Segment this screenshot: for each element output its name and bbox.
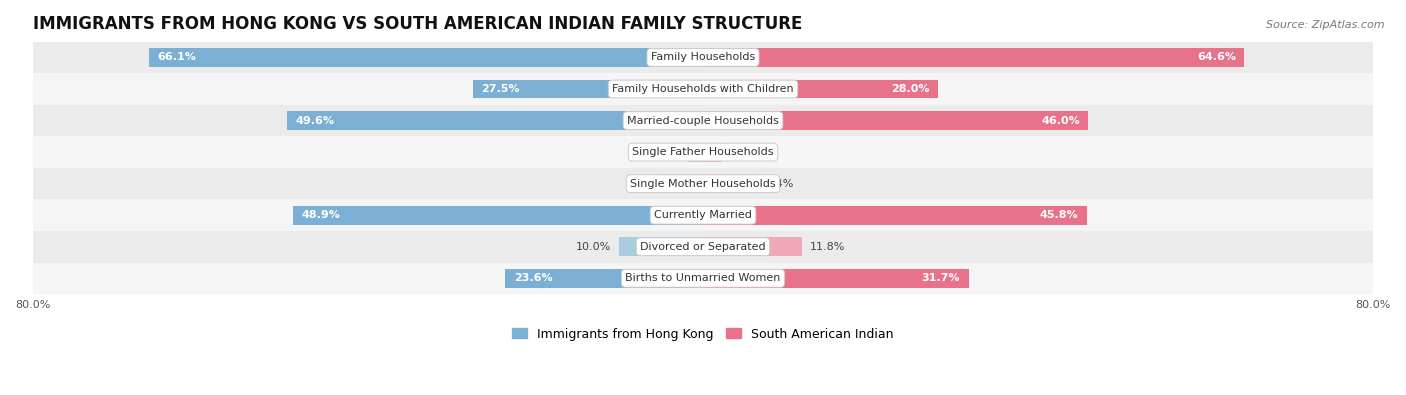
Bar [703,237,801,256]
Text: 66.1%: 66.1% [157,53,197,62]
Bar [703,111,1088,130]
Text: Single Mother Households: Single Mother Households [630,179,776,189]
Bar [32,136,1374,168]
Bar [294,206,703,225]
Bar [32,105,1374,136]
Bar [32,263,1374,294]
Text: Source: ZipAtlas.com: Source: ZipAtlas.com [1267,20,1385,30]
Text: 46.0%: 46.0% [1042,116,1080,126]
Text: Married-couple Households: Married-couple Households [627,116,779,126]
Bar [619,237,703,256]
Text: 64.6%: 64.6% [1197,53,1236,62]
Text: Single Father Households: Single Father Households [633,147,773,157]
Bar [688,143,703,162]
Legend: Immigrants from Hong Kong, South American Indian: Immigrants from Hong Kong, South America… [508,323,898,346]
Bar [32,168,1374,199]
Bar [703,206,1087,225]
Bar [287,111,703,130]
Text: Family Households: Family Households [651,53,755,62]
Text: 1.8%: 1.8% [651,147,679,157]
Text: 27.5%: 27.5% [481,84,519,94]
Text: 28.0%: 28.0% [891,84,929,94]
Bar [703,174,756,193]
Text: 23.6%: 23.6% [513,273,553,283]
Text: 49.6%: 49.6% [295,116,335,126]
Bar [32,199,1374,231]
Text: 2.3%: 2.3% [731,147,759,157]
Text: 31.7%: 31.7% [922,273,960,283]
Bar [505,269,703,288]
Bar [149,48,703,67]
Text: 45.8%: 45.8% [1040,210,1078,220]
Bar [703,79,938,98]
Text: 11.8%: 11.8% [810,242,845,252]
Text: IMMIGRANTS FROM HONG KONG VS SOUTH AMERICAN INDIAN FAMILY STRUCTURE: IMMIGRANTS FROM HONG KONG VS SOUTH AMERI… [32,15,801,33]
Text: Births to Unmarried Women: Births to Unmarried Women [626,273,780,283]
Bar [472,79,703,98]
Bar [32,231,1374,263]
Text: 48.9%: 48.9% [302,210,340,220]
Bar [32,73,1374,105]
Bar [703,269,969,288]
Text: 6.4%: 6.4% [765,179,793,189]
Text: 4.8%: 4.8% [626,179,654,189]
Text: Currently Married: Currently Married [654,210,752,220]
Text: Divorced or Separated: Divorced or Separated [640,242,766,252]
Bar [703,143,723,162]
Bar [703,48,1244,67]
Text: 10.0%: 10.0% [575,242,610,252]
Bar [32,42,1374,73]
Text: Family Households with Children: Family Households with Children [612,84,794,94]
Bar [662,174,703,193]
